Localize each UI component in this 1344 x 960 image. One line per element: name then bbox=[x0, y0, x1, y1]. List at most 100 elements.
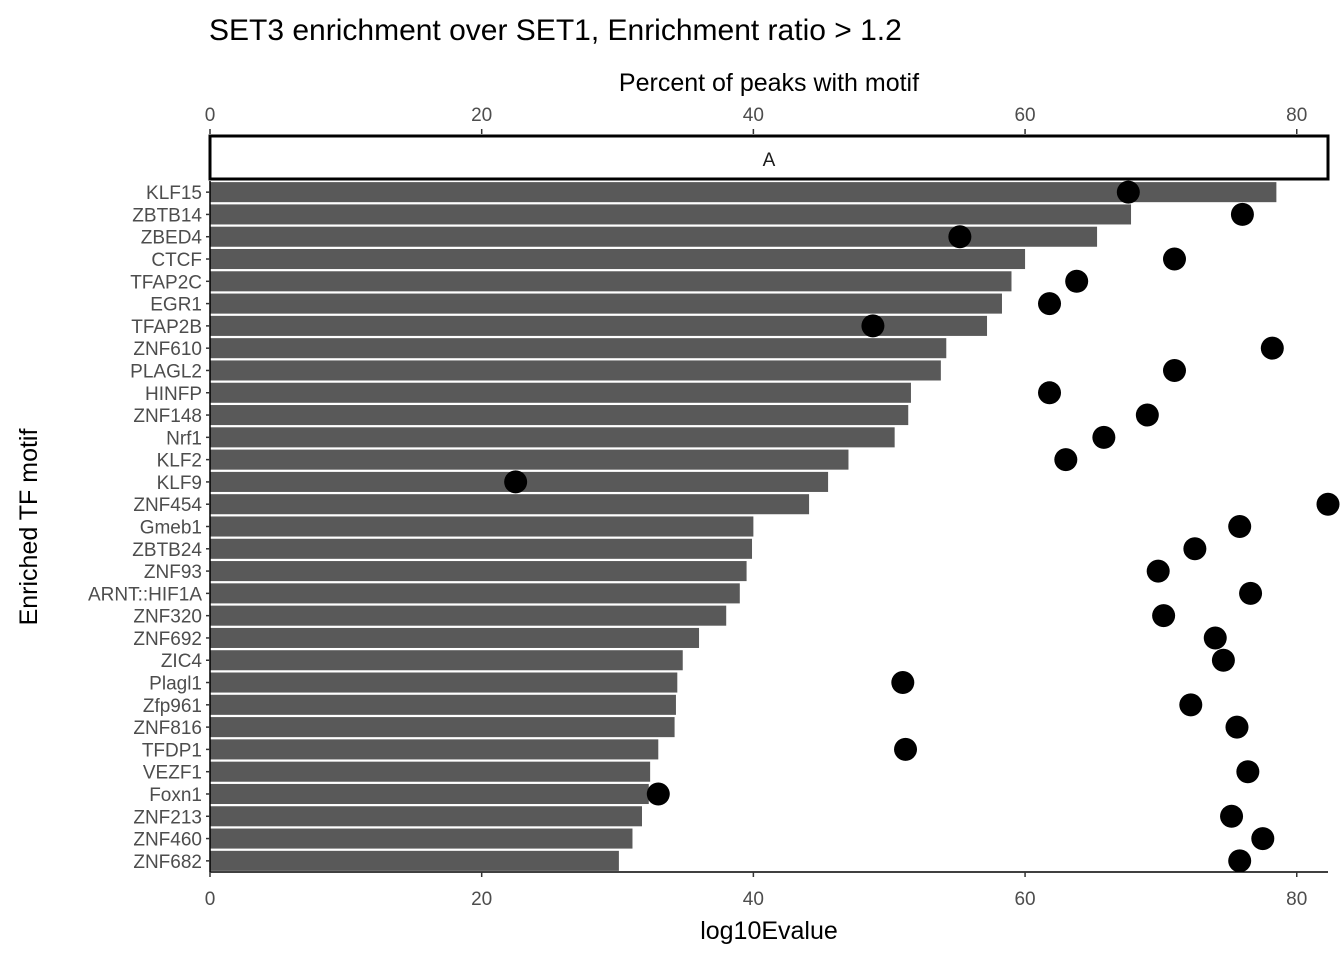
bar bbox=[210, 405, 909, 426]
y-tick-label: ZBTB14 bbox=[132, 205, 202, 226]
point bbox=[1228, 515, 1252, 538]
y-tick-label: ZIC4 bbox=[161, 651, 203, 672]
bar bbox=[210, 360, 941, 381]
bar bbox=[210, 449, 849, 470]
bar bbox=[210, 315, 988, 336]
point bbox=[1183, 537, 1207, 561]
y-tick-label: KLF15 bbox=[146, 183, 202, 204]
x-tick-label: 0 bbox=[205, 889, 216, 910]
point bbox=[1225, 715, 1249, 739]
y-tick-label: TFDP1 bbox=[142, 740, 202, 761]
x-tick-label: 80 bbox=[1286, 889, 1307, 910]
bar bbox=[210, 739, 659, 760]
point bbox=[1211, 648, 1235, 672]
point bbox=[1162, 358, 1186, 382]
y-tick-label: ZNF213 bbox=[133, 807, 202, 828]
bar bbox=[210, 293, 1002, 314]
y-tick-label: TFAP2B bbox=[131, 317, 202, 338]
bottom-x-axis: 0 20 40 60 80 bbox=[205, 871, 1328, 910]
top-x-axis: 0 20 40 60 80 bbox=[205, 105, 1307, 134]
y-tick-label: Foxn1 bbox=[149, 785, 202, 806]
point bbox=[891, 671, 915, 695]
y-tick-label: ZNF692 bbox=[133, 629, 202, 650]
bar bbox=[210, 516, 754, 537]
x-axis-title: log10Evalue bbox=[700, 917, 838, 945]
bar bbox=[210, 694, 676, 715]
point bbox=[1228, 849, 1252, 873]
y-tick-label: EGR1 bbox=[150, 295, 202, 316]
y-tick-label: ARNT::HIF1A bbox=[88, 584, 202, 605]
top-x-tick-label: 20 bbox=[471, 105, 492, 126]
y-tick-label: ZBTB24 bbox=[132, 540, 202, 561]
y-tick-label: CTCF bbox=[151, 250, 202, 271]
bar-series bbox=[210, 182, 1277, 871]
point bbox=[1260, 336, 1284, 360]
point-series bbox=[504, 180, 1340, 873]
point bbox=[1038, 381, 1062, 405]
bar bbox=[210, 561, 747, 582]
bar bbox=[210, 248, 1026, 270]
y-axis: KLF15ZBTB14ZBED4CTCFTFAP2CEGR1TFAP2BZNF6… bbox=[88, 181, 211, 873]
point bbox=[1316, 492, 1340, 516]
point bbox=[1038, 292, 1062, 316]
bar bbox=[210, 271, 1012, 292]
bar bbox=[210, 717, 675, 738]
y-tick-label: ZNF682 bbox=[133, 852, 202, 873]
y-tick-label: KLF2 bbox=[157, 451, 202, 472]
y-tick-label: ZBED4 bbox=[141, 228, 203, 249]
y-tick-label: HINFP bbox=[145, 384, 202, 405]
point bbox=[948, 225, 972, 249]
bar bbox=[210, 650, 683, 671]
bar bbox=[210, 204, 1132, 225]
y-tick-label: Plagl1 bbox=[149, 674, 202, 695]
x-tick-label: 20 bbox=[471, 889, 492, 910]
bar bbox=[210, 605, 727, 626]
facet-strip bbox=[208, 134, 1330, 181]
top-x-tick-label: 0 bbox=[205, 105, 216, 126]
point bbox=[1239, 581, 1263, 605]
point bbox=[504, 470, 528, 494]
point bbox=[1251, 827, 1275, 851]
point bbox=[1146, 559, 1170, 583]
bar bbox=[210, 850, 619, 871]
point bbox=[1220, 804, 1244, 828]
point bbox=[646, 782, 670, 806]
secondary-x-axis-title: Percent of peaks with motif bbox=[619, 69, 919, 97]
point bbox=[1230, 202, 1254, 226]
top-x-tick-label: 60 bbox=[1014, 105, 1035, 126]
y-tick-label: ZNF460 bbox=[133, 830, 202, 851]
bar bbox=[210, 672, 678, 693]
point bbox=[1135, 403, 1159, 427]
y-tick-label: PLAGL2 bbox=[130, 361, 202, 382]
bar bbox=[210, 382, 911, 403]
bar bbox=[210, 538, 753, 559]
x-tick-label: 60 bbox=[1014, 889, 1035, 910]
point bbox=[1092, 425, 1116, 449]
y-tick-label: Zfp961 bbox=[143, 696, 202, 717]
y-tick-label: KLF9 bbox=[157, 473, 202, 494]
point bbox=[894, 737, 918, 761]
x-tick-label: 40 bbox=[743, 889, 764, 910]
bar bbox=[210, 494, 810, 515]
y-tick-label: VEZF1 bbox=[143, 763, 202, 784]
bar bbox=[210, 583, 740, 604]
point bbox=[1179, 693, 1203, 717]
bar bbox=[210, 806, 642, 827]
point bbox=[1116, 180, 1140, 204]
y-tick-label: Gmeb1 bbox=[140, 518, 202, 539]
bar bbox=[210, 427, 895, 448]
bar bbox=[210, 627, 700, 648]
y-tick-label: ZNF816 bbox=[133, 718, 202, 739]
point bbox=[1152, 604, 1176, 628]
point bbox=[1065, 269, 1089, 293]
bar bbox=[210, 783, 649, 805]
y-tick-label: ZNF320 bbox=[133, 607, 202, 628]
y-axis-title: Enriched TF motif bbox=[15, 429, 43, 626]
chart-title: SET3 enrichment over SET1, Enrichment ra… bbox=[209, 14, 902, 47]
bar bbox=[210, 828, 633, 849]
y-tick-label: ZNF454 bbox=[133, 495, 202, 516]
y-tick-label: ZNF148 bbox=[133, 406, 202, 427]
facet-strip-label: A bbox=[763, 150, 776, 171]
point bbox=[1162, 247, 1186, 271]
